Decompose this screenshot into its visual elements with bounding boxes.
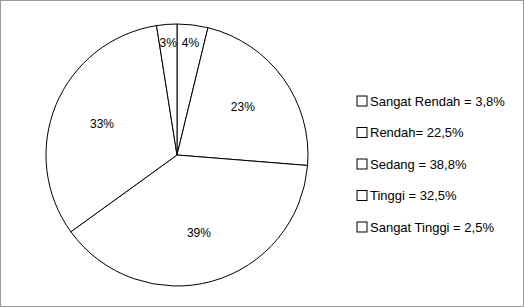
data-label: 33% xyxy=(90,117,114,131)
pie-slice xyxy=(177,28,308,166)
data-label: 3% xyxy=(160,36,178,50)
pie-slice xyxy=(46,26,177,232)
legend-swatch xyxy=(357,222,367,232)
legend-swatch xyxy=(357,128,367,138)
data-label: 23% xyxy=(231,100,255,114)
legend-label: Sangat Rendah = 3,8% xyxy=(370,94,505,109)
pie-slice xyxy=(157,24,177,155)
legend: Sangat Rendah = 3,8% Rendah= 22,5% Sedang … xyxy=(357,94,505,235)
legend-label: Sedang = 38,8% xyxy=(370,157,467,172)
legend-swatch xyxy=(357,96,367,106)
pie xyxy=(46,24,308,286)
chart-svg: 4% 23% 39% 33% 3% Sangat Rendah = 3,8% Rendah=… xyxy=(0,0,524,307)
data-label: 4% xyxy=(182,36,200,50)
legend-label: Rendah= 22,5% xyxy=(370,125,464,140)
data-label: 39% xyxy=(187,226,211,240)
legend-swatch xyxy=(357,191,367,201)
legend-label: Sangat Tinggi = 2,5% xyxy=(370,220,494,235)
legend-label: Tinggi = 32,5% xyxy=(370,188,457,203)
legend-swatch xyxy=(357,159,367,169)
